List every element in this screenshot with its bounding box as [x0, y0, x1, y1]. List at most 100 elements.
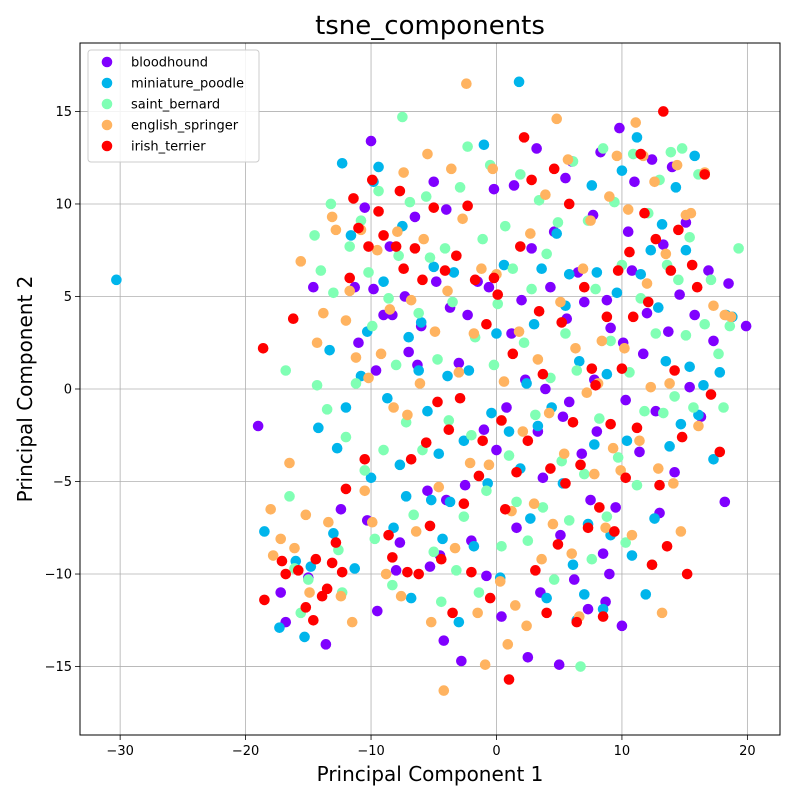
data-point	[693, 409, 704, 421]
data-point	[420, 437, 432, 448]
data-point	[515, 241, 526, 252]
data-point	[336, 157, 348, 169]
legend-marker	[101, 119, 113, 131]
data-point	[388, 522, 399, 534]
data-point	[582, 522, 594, 534]
data-point	[591, 426, 603, 437]
data-point	[518, 132, 530, 143]
data-point	[318, 307, 329, 319]
grid-layer	[80, 43, 780, 735]
data-point	[626, 529, 638, 541]
data-point	[531, 143, 542, 154]
data-point	[654, 479, 665, 491]
data-point	[620, 537, 631, 548]
data-point	[634, 446, 645, 458]
data-point	[566, 548, 578, 559]
data-point	[553, 659, 565, 670]
data-point	[634, 435, 645, 447]
data-point	[714, 446, 726, 458]
data-point	[350, 378, 362, 389]
data-point	[650, 328, 662, 339]
data-point	[375, 348, 387, 360]
data-point	[311, 337, 323, 349]
data-point	[492, 298, 504, 310]
data-point	[646, 559, 658, 571]
data-point	[422, 148, 433, 160]
data-point	[511, 496, 522, 508]
data-point	[402, 409, 413, 421]
data-point	[488, 272, 500, 284]
x-tick-label: 0	[492, 744, 500, 759]
data-point	[483, 281, 495, 293]
data-point	[383, 293, 394, 304]
data-point	[551, 113, 563, 125]
data-point	[622, 226, 634, 238]
data-point	[295, 256, 307, 267]
data-point	[571, 616, 583, 628]
data-point	[616, 620, 628, 632]
data-point	[425, 616, 437, 628]
data-point	[428, 202, 440, 213]
data-point	[275, 533, 287, 545]
data-point	[405, 454, 417, 465]
data-point	[537, 472, 549, 484]
data-point	[315, 265, 327, 276]
data-point	[614, 122, 625, 134]
data-point	[719, 496, 731, 508]
data-point	[324, 344, 335, 356]
data-point	[649, 176, 660, 188]
data-point	[463, 365, 475, 376]
data-point	[409, 243, 421, 254]
data-point	[507, 263, 519, 275]
data-point	[321, 583, 333, 595]
data-point	[417, 274, 428, 286]
data-point	[541, 592, 552, 604]
data-point	[590, 379, 601, 391]
data-point	[676, 143, 688, 154]
data-point	[575, 661, 586, 672]
data-point	[552, 217, 564, 228]
data-point	[365, 135, 377, 147]
data-point	[308, 281, 319, 293]
data-point	[533, 305, 545, 317]
data-point	[600, 522, 611, 534]
data-point	[656, 219, 668, 230]
data-point	[340, 483, 352, 495]
data-point	[349, 563, 361, 574]
data-point	[340, 315, 352, 326]
data-point	[439, 265, 451, 276]
data-point	[689, 150, 700, 162]
data-point	[430, 276, 442, 287]
data-point	[398, 167, 409, 178]
data-point	[335, 503, 347, 515]
data-point	[409, 211, 421, 223]
data-point	[308, 614, 319, 626]
data-point	[689, 309, 700, 321]
data-point	[449, 542, 461, 554]
data-point	[705, 274, 717, 286]
data-point	[496, 540, 507, 552]
points-layer	[111, 76, 752, 696]
data-point	[560, 478, 571, 489]
x-tick-label: −20	[232, 744, 259, 759]
y-tick-label: −10	[45, 568, 72, 583]
data-point	[585, 215, 596, 226]
data-point	[630, 117, 642, 128]
data-point	[390, 359, 402, 371]
data-point	[579, 281, 590, 293]
data-point	[428, 546, 440, 558]
data-point	[714, 367, 726, 378]
data-point	[516, 294, 527, 306]
data-point	[680, 217, 692, 228]
data-point	[607, 442, 619, 454]
data-point	[631, 479, 643, 491]
data-point	[448, 267, 460, 278]
legend-marker	[101, 56, 113, 68]
data-point	[586, 553, 598, 565]
data-point	[515, 169, 526, 180]
data-point	[521, 378, 532, 389]
data-point	[428, 176, 440, 188]
data-point	[725, 311, 737, 323]
data-point	[344, 285, 356, 297]
